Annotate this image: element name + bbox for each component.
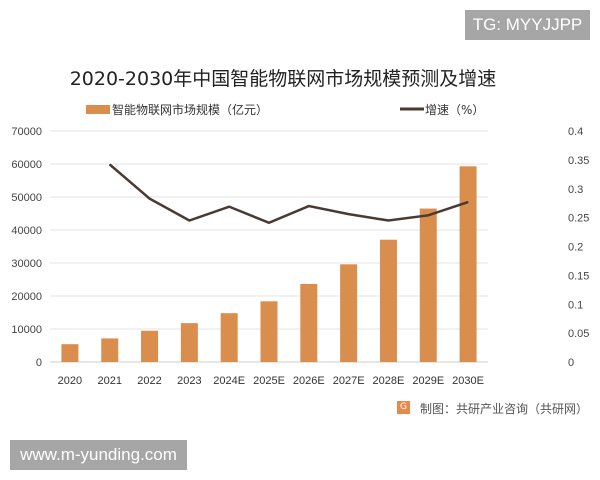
bar: [101, 338, 119, 362]
x-tick-label: 2024E: [213, 375, 245, 387]
growth-point: [149, 198, 151, 200]
x-tick-label: 2020: [58, 375, 82, 387]
legend-bar-label: 智能物联网市场规模（亿元）: [112, 102, 268, 117]
y-right-tick-label: 0.25: [568, 213, 589, 225]
y-right-tick-label: 0.4: [568, 126, 583, 138]
bar: [220, 313, 238, 362]
x-tick-label: 2029E: [412, 375, 444, 387]
growth-point: [109, 163, 111, 165]
y-left-tick-label: 50000: [11, 192, 42, 204]
bar: [141, 330, 159, 362]
bar: [340, 264, 358, 362]
x-tick-label: 2022: [137, 375, 161, 387]
growth-point: [308, 205, 310, 207]
growth-point: [268, 222, 270, 224]
y-right-tick-label: 0.3: [568, 184, 583, 196]
bar: [61, 344, 79, 362]
y-left-tick-label: 60000: [11, 159, 42, 171]
y-left-tick-label: 40000: [11, 225, 42, 237]
x-tick-label: 2028E: [373, 375, 405, 387]
source-note: 制图：共研产业咨询（共研网）: [420, 402, 589, 416]
x-tick-label: 2021: [97, 375, 121, 387]
growth-point: [427, 214, 429, 216]
bar: [459, 166, 477, 362]
growth-point: [387, 220, 389, 222]
y-left-tick-label: 20000: [11, 291, 42, 303]
legend-line-label: 增速（%）: [425, 103, 484, 117]
y-right-tick-label: 0.05: [568, 328, 589, 340]
source-logo-icon: G: [397, 401, 410, 414]
bar: [379, 239, 397, 362]
bar: [180, 323, 198, 362]
growth-line: [108, 163, 469, 225]
y-left-tick-label: 30000: [11, 258, 42, 270]
y-left-tick-label: 0: [36, 357, 42, 369]
footer-site-badge: www.m-yunding.com: [10, 440, 187, 470]
x-tick-label: 2026E: [293, 375, 325, 387]
y-right-tick-label: 0.35: [568, 155, 589, 167]
x-tick-label: 2027E: [333, 375, 365, 387]
x-tick-label: 2023: [177, 375, 201, 387]
y-left-tick-label: 70000: [11, 126, 42, 138]
chart-title: 2020-2030年中国智能物联网市场规模预测及增速: [69, 68, 497, 90]
growth-point: [228, 206, 230, 208]
growth-point: [467, 201, 469, 203]
bar: [419, 208, 437, 362]
y-right-tick-label: 0.15: [568, 270, 589, 282]
growth-point: [348, 213, 350, 215]
y-left-tick-label: 10000: [11, 324, 42, 336]
y-right-tick-label: 0.1: [568, 299, 583, 311]
x-tick-label: 2030E: [452, 375, 484, 387]
y-right-tick-label: 0: [568, 357, 574, 369]
growth-point: [188, 220, 190, 222]
y-right-tick-label: 0.2: [568, 242, 583, 254]
bar: [300, 283, 318, 362]
legend-bar-swatch: [86, 105, 110, 114]
watermark-badge: TG: MYYJJPP: [465, 10, 590, 40]
x-tick-label: 2025E: [253, 375, 285, 387]
bar: [260, 301, 278, 362]
